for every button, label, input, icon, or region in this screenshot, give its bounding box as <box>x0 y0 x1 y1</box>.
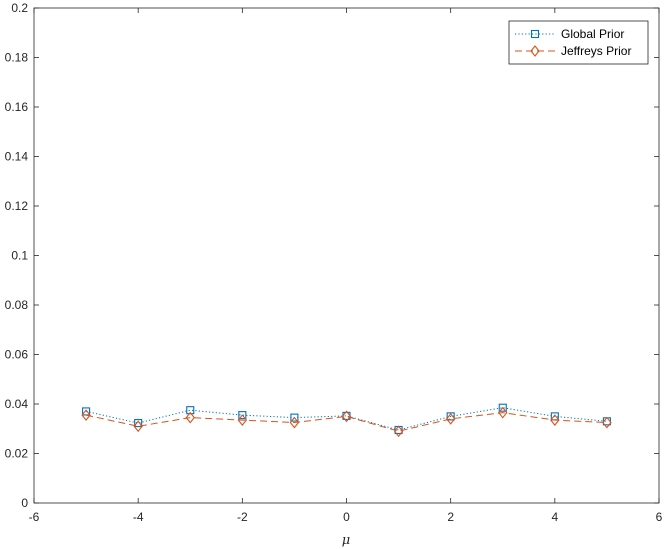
legend-entry-label: Jeffreys Prior <box>561 44 631 58</box>
x-axis-label: μ <box>342 533 350 548</box>
series-line-0 <box>85 407 607 431</box>
y-axis: 0 0.02 0.04 0.06 0.08 0.1 0.12 0.14 0.16 0.18 0.2 <box>5 1 659 510</box>
legend-box <box>508 20 649 65</box>
data-point-square <box>134 419 143 428</box>
data-point-square <box>498 403 507 412</box>
data-point-diamond <box>237 414 248 426</box>
x-tick-label: 4 <box>551 510 558 524</box>
y-tick-label: 0.08 <box>5 298 29 312</box>
data-point-diamond <box>81 409 91 422</box>
data-point-diamond <box>393 425 404 438</box>
legend-marker-diamond <box>530 45 540 57</box>
series-line-1 <box>85 412 607 432</box>
y-tick-label: 0 <box>21 496 28 510</box>
x-tick-label: -6 <box>29 510 40 524</box>
y-tick-label: 0.06 <box>5 348 29 362</box>
series-layer <box>81 403 612 438</box>
y-tick-label: 0.1 <box>11 249 28 263</box>
data-point-diamond <box>550 414 560 426</box>
y-tick-label: 0.18 <box>5 51 29 65</box>
legend: Global Prior Jeffreys Prior <box>508 20 649 65</box>
data-point-square <box>186 406 195 415</box>
data-point-diamond <box>185 411 195 424</box>
data-point-diamond <box>498 406 508 419</box>
data-point-diamond <box>341 410 352 423</box>
data-point-square <box>82 407 91 416</box>
x-axis: -6 -4 -2 0 2 4 6 <box>29 8 663 524</box>
y-tick-label: 0.2 <box>11 1 28 15</box>
x-tick-label: 6 <box>656 510 663 524</box>
x-tick-label: -2 <box>237 510 248 524</box>
legend-entry-label: Global Prior <box>561 27 624 41</box>
x-tick-label: 0 <box>343 510 350 524</box>
x-tick-label: -4 <box>133 510 144 524</box>
data-point-diamond <box>289 416 300 429</box>
data-point-square <box>446 412 455 421</box>
y-tick-label: 0.04 <box>5 397 29 411</box>
plot-area <box>33 7 660 504</box>
data-point-diamond <box>602 416 612 429</box>
data-point-square <box>238 411 247 420</box>
x-tick-label: 2 <box>447 510 454 524</box>
y-tick-label: 0.14 <box>5 150 29 164</box>
data-point-square <box>290 413 299 422</box>
y-tick-label: 0.16 <box>5 100 29 114</box>
y-tick-label: 0.12 <box>5 199 29 213</box>
data-point-diamond <box>445 412 456 425</box>
data-point-diamond <box>133 420 143 433</box>
legend-marker-square <box>530 29 540 39</box>
y-tick-label: 0.02 <box>5 447 29 461</box>
